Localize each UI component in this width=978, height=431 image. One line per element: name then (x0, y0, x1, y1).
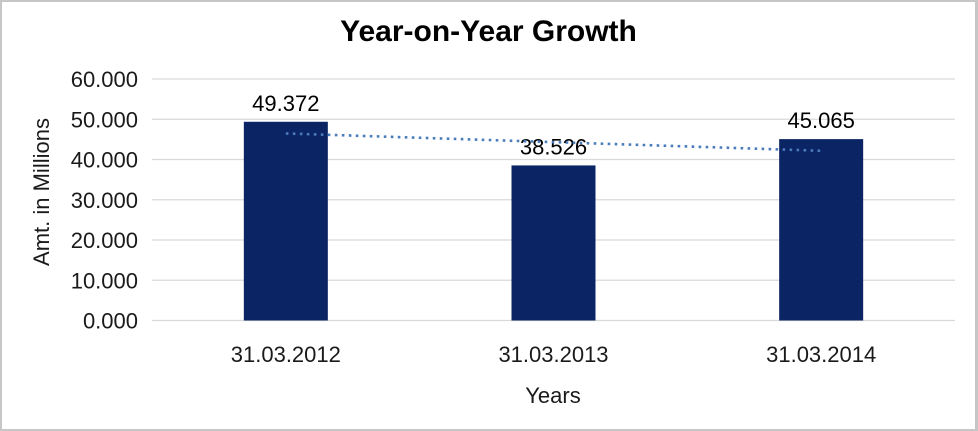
bar-value-label: 49.372 (252, 91, 319, 116)
y-tick-label: 40.000 (71, 148, 138, 173)
y-tick-label: 20.000 (71, 228, 138, 253)
x-category-label: 31.03.2014 (766, 342, 876, 367)
chart-title: Year-on-Year Growth (340, 15, 637, 48)
bar-31.03.2014 (779, 139, 864, 321)
y-tick-label: 30.000 (71, 188, 138, 213)
bar-value-label: 45.065 (788, 108, 855, 133)
trendline (285, 132, 822, 153)
y-tick-label: 50.000 (71, 107, 138, 132)
bar-value-label: 38.526 (520, 134, 587, 159)
x-category-label: 31.03.2013 (498, 342, 608, 367)
bar-31.03.2012 (243, 121, 328, 321)
x-axis-title: Years (525, 383, 581, 408)
bar-31.03.2013 (511, 165, 596, 321)
y-tick-label: 0.000 (83, 309, 138, 334)
x-category-label: 31.03.2012 (231, 342, 341, 367)
y-tick-label: 60.000 (71, 67, 138, 92)
y-tick-label: 10.000 (71, 268, 138, 293)
